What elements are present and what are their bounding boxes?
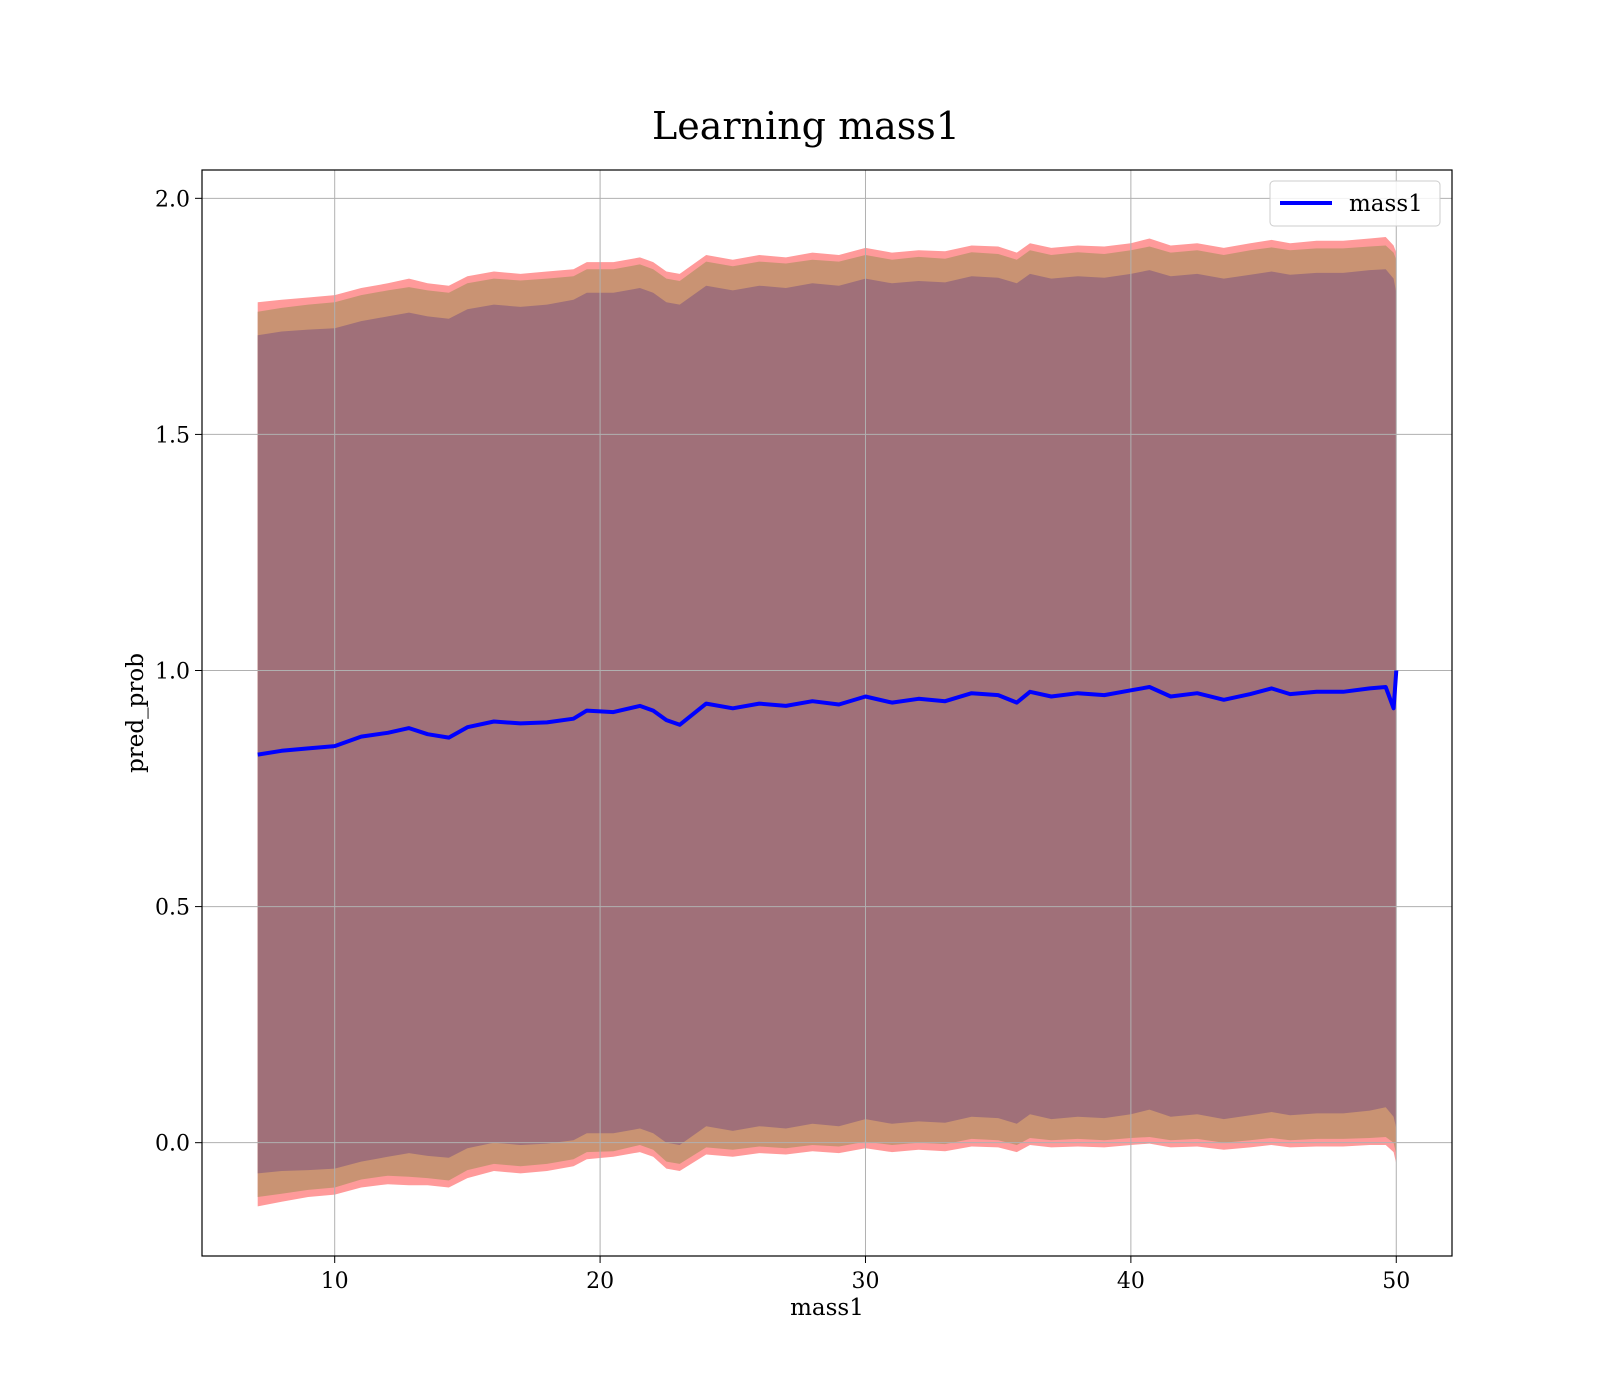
- x-tick-label: 10: [321, 1269, 349, 1294]
- y-tick-label: 0.5: [155, 896, 190, 921]
- uncertainty-bands: [257, 237, 1397, 1207]
- grid-lines: [202, 170, 1452, 1256]
- chart-title: Learning mass1: [652, 104, 960, 148]
- band-inner: [257, 269, 1397, 1174]
- x-tick-label: 30: [851, 1269, 879, 1294]
- y-tick-label: 1.0: [155, 660, 190, 685]
- y-axis-ticks: 0.0 0.5 1.0 1.5 2.0: [155, 187, 202, 1157]
- plot-frame: [201, 169, 1453, 1257]
- x-axis-ticks: 10 20 30 40 50: [321, 1256, 1410, 1294]
- x-tick-label: 50: [1382, 1269, 1410, 1294]
- legend-box: [1269, 180, 1441, 227]
- y-axis-label: pred_prob: [123, 653, 149, 773]
- series-line-group: [257, 670, 1399, 757]
- legend: mass1: [1269, 180, 1441, 227]
- x-tick-label: 40: [1117, 1269, 1145, 1294]
- legend-entry-label: mass1: [1349, 191, 1423, 217]
- y-tick-label: 1.5: [155, 423, 190, 448]
- y-tick-label: 2.0: [155, 187, 190, 212]
- series-line-mass1: [257, 670, 1399, 757]
- x-axis-label: mass1: [790, 1295, 864, 1321]
- y-tick-label: 0.0: [155, 1132, 190, 1157]
- x-tick-label: 20: [586, 1269, 614, 1294]
